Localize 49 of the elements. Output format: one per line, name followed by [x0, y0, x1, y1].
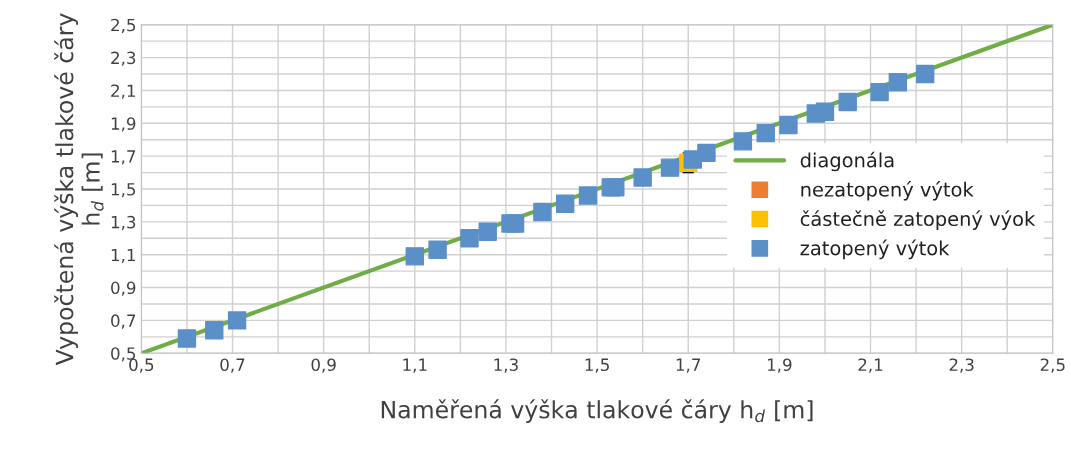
- point: [697, 143, 716, 163]
- point: [478, 222, 497, 241]
- legend-label: zatopený výtok: [800, 239, 950, 260]
- point: [660, 158, 680, 177]
- y-tick-label: 1,5: [111, 183, 136, 198]
- x-tick-label: 2,3: [949, 358, 974, 373]
- point: [815, 102, 835, 122]
- y-axis-title: Vypočtená výška tlakové čáry h$_{d}$ [m]: [54, 13, 104, 366]
- x-tick-label: 2,5: [1040, 358, 1065, 373]
- point: [405, 247, 424, 266]
- point: [460, 229, 479, 248]
- point: [733, 132, 753, 151]
- point: [505, 214, 525, 233]
- x-tick-label: 1,9: [767, 358, 792, 373]
- x-tick-label: 2,1: [858, 358, 883, 373]
- y-tick-label: 1,3: [111, 215, 136, 231]
- x-tick-label: 1,5: [585, 358, 609, 373]
- y-tick-label: 1,1: [111, 248, 135, 263]
- point: [177, 329, 197, 348]
- point: [838, 92, 857, 112]
- x-tick-label: 1,1: [403, 358, 427, 373]
- legend-label: částečně zatopený výok: [800, 210, 1036, 230]
- y-tick-label: 2,5: [111, 18, 136, 34]
- point: [779, 115, 798, 135]
- point: [633, 168, 652, 187]
- point: [227, 311, 247, 330]
- x-tick-label: 0,7: [220, 358, 245, 373]
- point: [533, 202, 552, 222]
- x-tick-label: 1,3: [494, 358, 518, 373]
- y-tick-label: 2,3: [111, 51, 136, 66]
- point: [870, 82, 889, 102]
- legend-label: nezatopený výtok: [801, 180, 974, 201]
- point: [428, 240, 447, 259]
- y-tick-label: 2,1: [111, 84, 135, 99]
- point: [915, 64, 935, 84]
- point: [555, 194, 575, 213]
- y-tick-label: 0,9: [111, 281, 136, 296]
- y-tick-label: 1,9: [111, 117, 136, 132]
- point: [888, 73, 908, 92]
- x-axis-title: Naměřená výška tlakové čáry h$_{d}$ [m]: [381, 399, 813, 424]
- point: [205, 321, 224, 340]
- point: [578, 186, 598, 205]
- y-tick-label: 1,7: [111, 150, 136, 165]
- x-tick-label: 1,7: [676, 358, 701, 373]
- x-tick-label: 0,9: [311, 358, 336, 373]
- point: [606, 178, 625, 197]
- point: [756, 123, 775, 143]
- legend-label: diagonála: [800, 151, 894, 172]
- y-tick-label: 0,7: [111, 314, 136, 329]
